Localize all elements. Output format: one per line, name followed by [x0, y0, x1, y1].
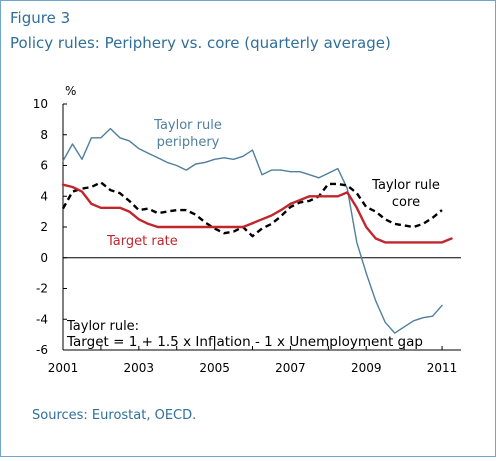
y-tick-label: -6: [36, 343, 48, 357]
y-tick-label: 10: [33, 97, 48, 111]
y-tick-label: 6: [40, 159, 48, 173]
y-tick-label: -4: [36, 312, 48, 326]
x-tick-label: 2007: [275, 361, 306, 375]
x-tick-label: 2009: [351, 361, 382, 375]
sources-note: Sources: Eurostat, OECD.: [32, 408, 197, 423]
annotation-layer: Taylor rule periphery Taylor rule core T…: [66, 118, 440, 350]
formula-label-line1: Taylor rule:: [66, 319, 139, 334]
target-series-line: [61, 183, 453, 244]
series-layer: [61, 127, 453, 334]
y-tick-label: -2: [36, 282, 48, 296]
axes-layer: -6 -4 -2 0 2 4 6 8 10 2001 2003 2005 2007 2009 2011: [33, 97, 461, 375]
core-label-line1: Taylor rule: [371, 178, 440, 193]
target-rate-label: Target rate: [106, 234, 178, 249]
figure-label: Figure 3: [10, 9, 71, 27]
formula-label-line2: Target = 1 + 1.5 x Inflation - 1 x Unemp…: [66, 335, 423, 350]
core-series-line: [61, 181, 443, 238]
x-tick-label: 2011: [427, 361, 458, 375]
core-label-line2: core: [392, 195, 420, 210]
y-tick-label: 4: [40, 189, 48, 203]
x-tick-label: 2005: [199, 361, 230, 375]
y-tick-label: 8: [40, 128, 48, 142]
periphery-series-line: [62, 127, 443, 334]
figure-title: Policy rules: Periphery vs. core (quarte…: [10, 34, 391, 52]
periphery-label-line2: periphery: [157, 135, 220, 150]
y-tick-label: 0: [40, 251, 48, 265]
x-tick-label: 2001: [48, 361, 79, 375]
y-axis-unit: %: [65, 84, 76, 98]
x-tick-label: 2003: [124, 361, 155, 375]
y-tick-label: 2: [40, 220, 48, 234]
periphery-label-line1: Taylor rule: [153, 118, 222, 133]
